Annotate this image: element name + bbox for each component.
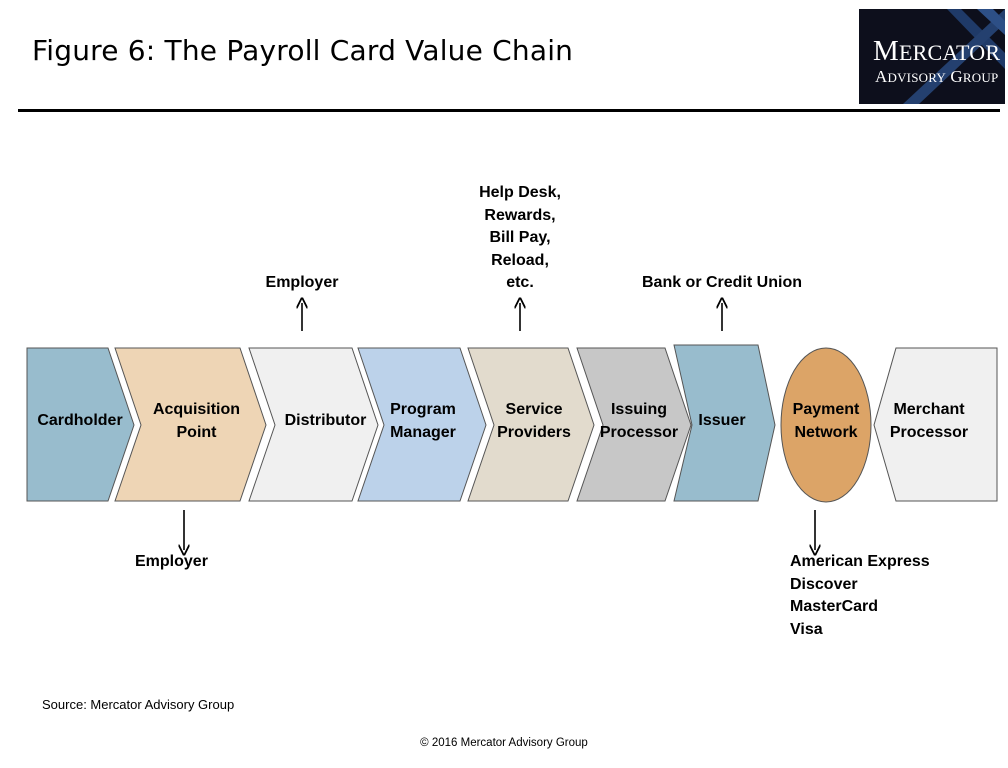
title-divider (18, 109, 1000, 112)
label-distributor: Distributor (284, 412, 367, 429)
label-cardholder: Cardholder (37, 412, 123, 429)
mercator-logo: MERCATOR ADVISORY GROUP (859, 9, 1005, 104)
label-service-providers: Service Providers (497, 401, 571, 441)
annotation-bank-credit-union: Bank or Credit Union (641, 274, 802, 291)
source-note: Source: Mercator Advisory Group (42, 697, 235, 712)
network-item: Visa (790, 620, 823, 638)
chevron-issuing-processor (576, 347, 692, 502)
chevron-acquisition-point (114, 347, 267, 502)
annotation-employer-below: Employer (135, 553, 208, 570)
logo-line-1: MERCATOR (873, 35, 1001, 67)
chevron-cardholder (26, 347, 135, 502)
annotation-services: Help Desk, Rewards, Bill Pay, Reload, etc. (479, 184, 561, 291)
label-program-manager: Program Manager (390, 401, 456, 441)
label-merchant-processor: Merchant Processor (889, 401, 969, 441)
logo-line-2: ADVISORY GROUP (875, 67, 999, 86)
label-issuer: Issuer (698, 412, 746, 429)
chevron-program-manager (357, 347, 487, 502)
copyright-note: © 2016 Mercator Advisory Group (420, 737, 588, 749)
chevron-distributor (248, 347, 379, 502)
label-acquisition-point: Acquisition Point (152, 401, 241, 441)
chevron-issuer (673, 344, 776, 502)
ellipse-payment-network (780, 347, 872, 503)
network-item: MasterCard (790, 598, 879, 615)
label-payment-network: Payment Network (792, 401, 860, 441)
chevron-merchant-processor (873, 347, 998, 502)
page-title: Figure 6: The Payroll Card Value Chain (32, 34, 574, 67)
network-item: Discover (790, 575, 858, 593)
network-list: American Express Discover MasterCard Vis… (790, 551, 930, 641)
network-item: American Express (790, 553, 930, 570)
annotation-employer-above: Employer (265, 274, 339, 291)
logo-x-mark (903, 9, 1005, 104)
chevron-service-providers (467, 347, 595, 502)
label-issuing-processor: Issuing Processor (599, 401, 679, 441)
